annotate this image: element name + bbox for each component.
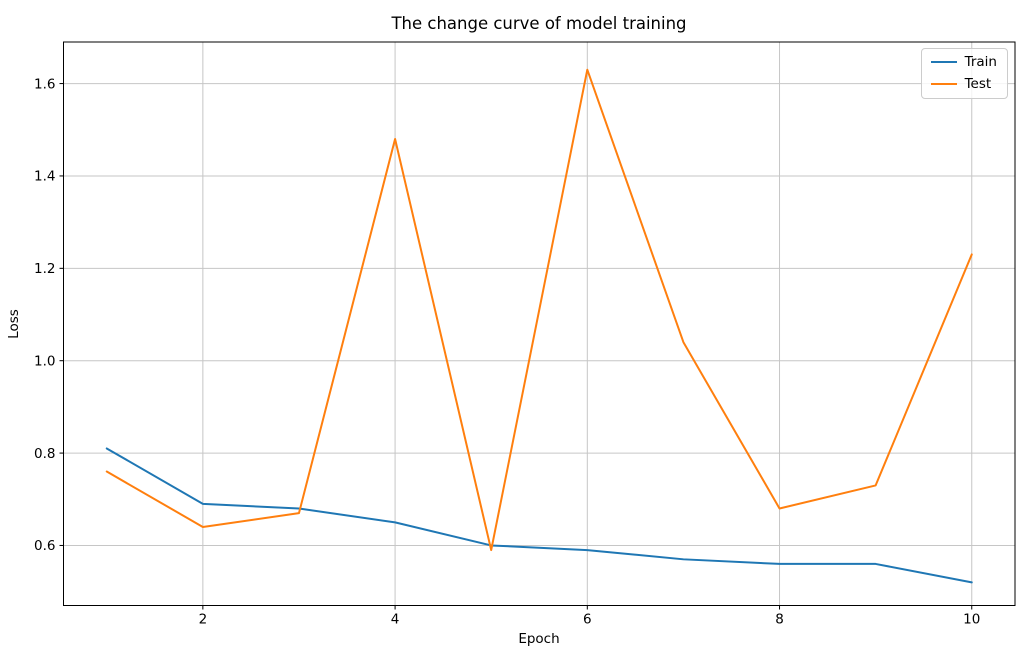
- test-line-swatch-icon: [930, 83, 957, 86]
- x-tick-label: 10: [963, 612, 980, 628]
- x-tick-label: 6: [583, 612, 592, 628]
- y-tick-label: 1.0: [34, 353, 55, 369]
- legend-item-test: Test: [930, 75, 997, 92]
- legend-label-train: Train: [964, 54, 997, 70]
- x-axis-label: Epoch: [518, 631, 560, 647]
- legend: Train Test: [920, 48, 1008, 99]
- x-tick-label: 4: [391, 612, 400, 628]
- x-tick-label: 8: [775, 612, 784, 628]
- x-tick-label: 2: [199, 612, 208, 628]
- legend-item-train: Train: [930, 54, 997, 70]
- train-series-line: [105, 447, 973, 584]
- plot-border: [63, 41, 1016, 606]
- y-tick-label: 1.4: [34, 169, 55, 185]
- test-series-line: [105, 68, 973, 552]
- y-tick-label: 0.6: [34, 538, 55, 554]
- y-axis-label: Loss: [6, 309, 22, 339]
- legend-label-test: Test: [964, 75, 992, 92]
- y-tick-label: 1.2: [34, 261, 55, 277]
- chart-title: The change curve of model training: [391, 14, 687, 33]
- y-tick-label: 1.6: [34, 76, 55, 92]
- y-tick-label: 0.8: [34, 446, 55, 462]
- train-line-swatch-icon: [930, 61, 957, 64]
